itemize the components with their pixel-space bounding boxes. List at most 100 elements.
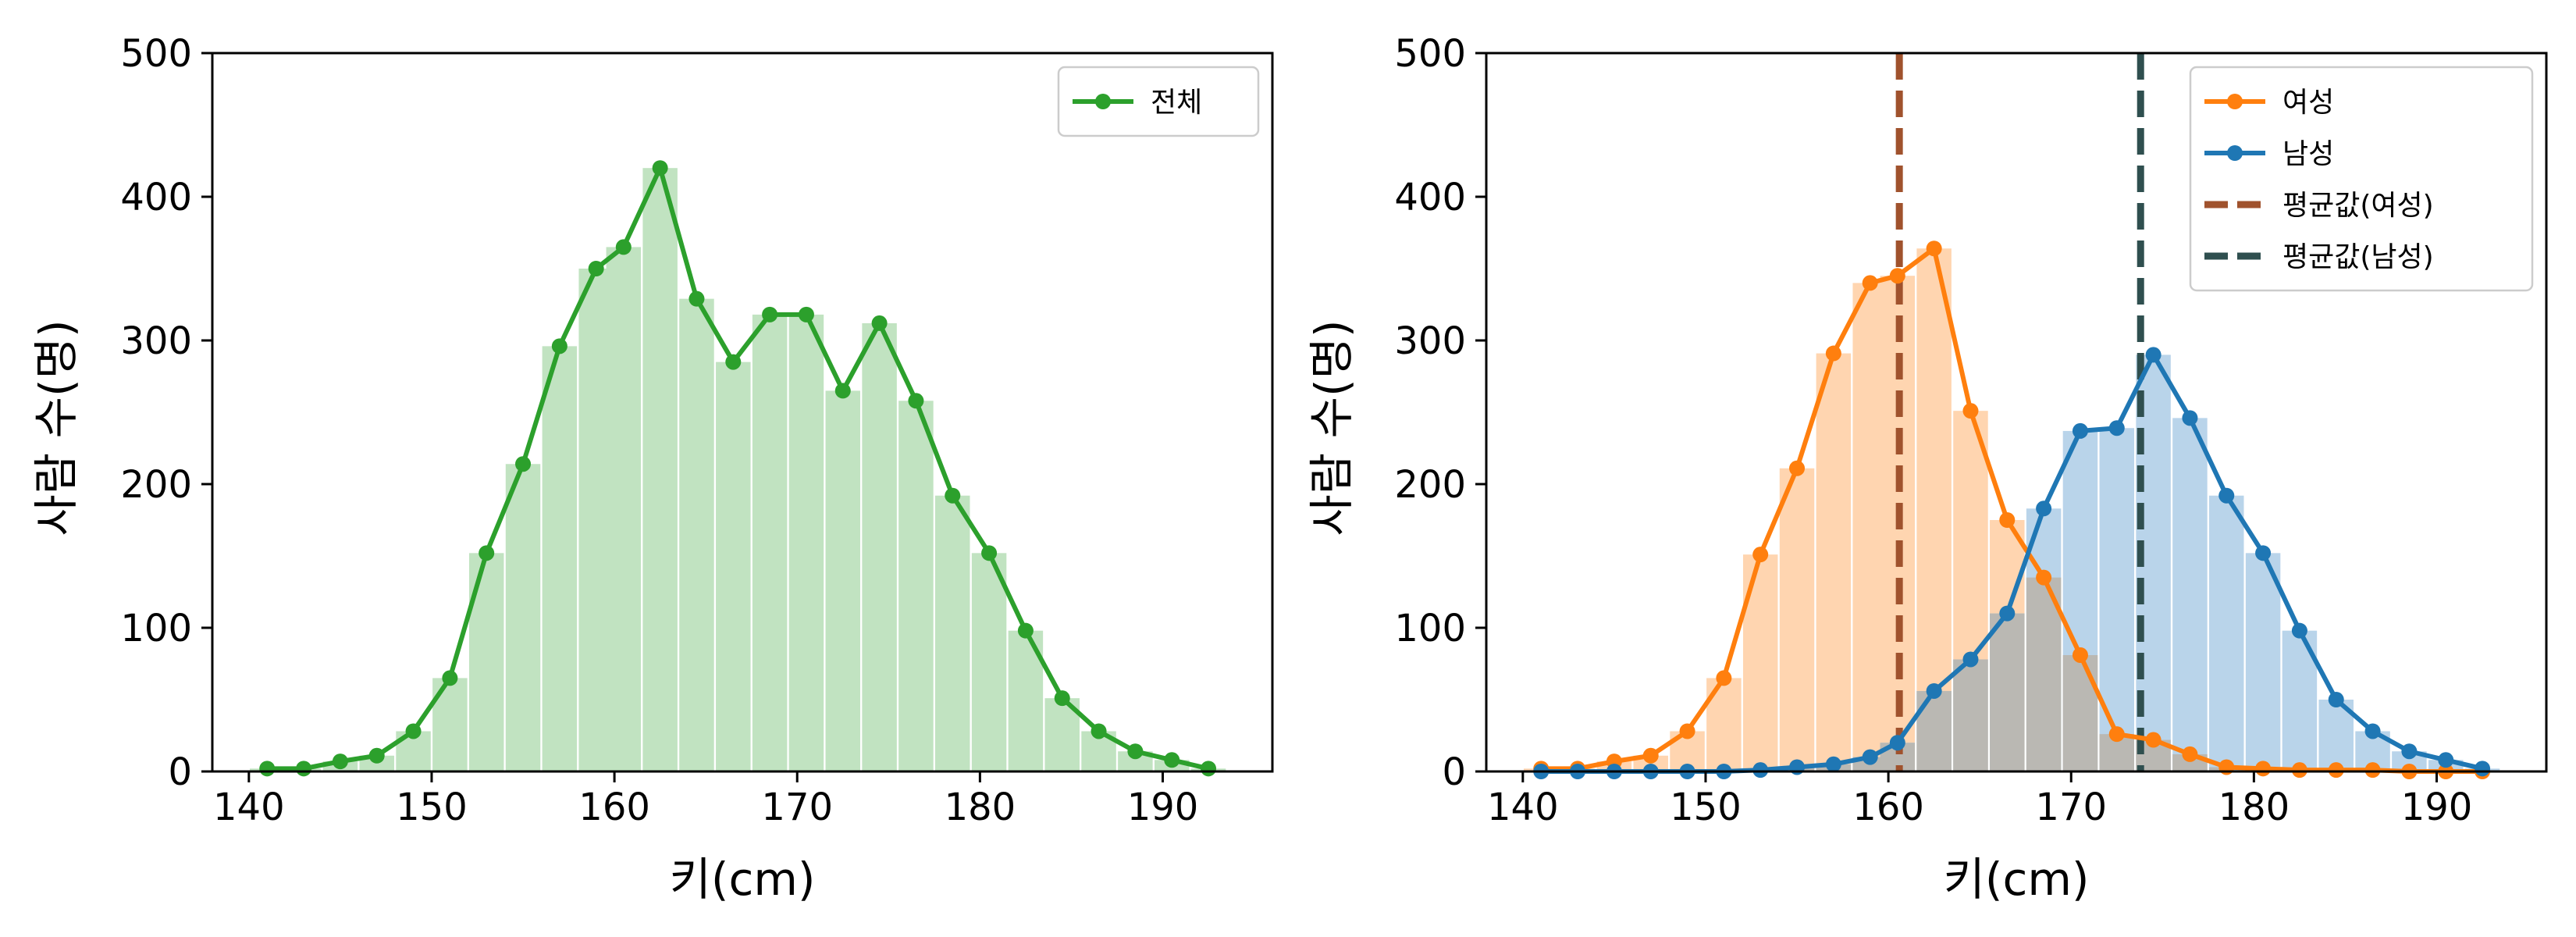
bar-남성-20 bbox=[2245, 553, 2281, 771]
x-tick-label-170: 170 bbox=[761, 786, 833, 829]
data-point-여성-10 bbox=[1889, 268, 1905, 284]
data-point-여성-15 bbox=[2072, 647, 2088, 663]
data-point-남성-15 bbox=[2072, 422, 2088, 439]
data-point-전체-26 bbox=[1201, 761, 1217, 777]
data-point-전체-25 bbox=[1164, 752, 1180, 768]
data-point-여성-16 bbox=[2108, 726, 2125, 743]
legend-label-전체: 전체 bbox=[1151, 87, 1202, 119]
x-tick-label-160: 160 bbox=[1852, 786, 1924, 829]
data-point-전체-19 bbox=[945, 487, 961, 504]
data-point-여성-22 bbox=[2328, 762, 2344, 778]
data-point-여성-17 bbox=[2145, 732, 2161, 748]
legend-label-평균값(여성): 평균값(여성) bbox=[2282, 190, 2434, 222]
bar-전체-10 bbox=[606, 247, 642, 771]
data-point-여성-7 bbox=[1789, 460, 1806, 476]
bar-overlap-12 bbox=[1953, 659, 1988, 771]
bars-group bbox=[1523, 248, 2500, 771]
bar-전체-12 bbox=[679, 298, 714, 771]
y-tick-label-400: 400 bbox=[1394, 176, 1466, 219]
bar-전체-20 bbox=[971, 553, 1007, 771]
data-point-남성-19 bbox=[2218, 487, 2235, 504]
data-point-남성-16 bbox=[2108, 420, 2125, 436]
data-point-여성-23 bbox=[2364, 762, 2381, 778]
bar-여성-3 bbox=[1633, 755, 1668, 771]
data-point-남성-26 bbox=[2475, 761, 2491, 777]
data-point-여성-14 bbox=[2036, 569, 2052, 586]
y-tick-label-0: 0 bbox=[168, 750, 192, 794]
data-point-남성-21 bbox=[2291, 622, 2307, 639]
y-tick-label-0: 0 bbox=[1442, 750, 1466, 794]
bar-overlap-13 bbox=[1990, 613, 2025, 771]
data-point-여성-21 bbox=[2291, 762, 2307, 778]
bar-여성-8 bbox=[1816, 353, 1852, 771]
data-point-남성-17 bbox=[2145, 347, 2161, 363]
legend: 전체 bbox=[1057, 66, 1260, 137]
x-tick-label-150: 150 bbox=[1670, 786, 1742, 829]
data-point-남성-20 bbox=[2255, 545, 2272, 561]
bar-전체-18 bbox=[898, 401, 934, 771]
data-point-여성-9 bbox=[1862, 275, 1878, 291]
data-point-전체-8 bbox=[551, 338, 568, 354]
chart-panel-2: 140 150 160 170 180 190 0 100 200 300 400 500 키(cm) 사… bbox=[1305, 32, 2548, 906]
bar-전체-15 bbox=[788, 314, 824, 771]
data-point-남성-23 bbox=[2364, 723, 2381, 739]
bar-전체-3 bbox=[359, 755, 394, 771]
data-point-여성-5 bbox=[1716, 670, 1732, 686]
bar-전체-11 bbox=[642, 168, 678, 771]
data-point-남성-10 bbox=[1889, 735, 1905, 751]
data-point-남성-25 bbox=[2438, 752, 2454, 768]
data-point-여성-4 bbox=[1679, 723, 1695, 739]
data-point-전체-15 bbox=[798, 306, 814, 322]
data-point-여성-8 bbox=[1825, 345, 1841, 362]
bar-전체-19 bbox=[935, 495, 970, 771]
data-point-전체-2 bbox=[332, 754, 348, 770]
y-tick-label-200: 200 bbox=[120, 463, 192, 507]
data-point-여성-20 bbox=[2255, 761, 2272, 777]
data-point-전체-12 bbox=[688, 290, 705, 307]
data-point-남성-12 bbox=[1962, 651, 1979, 668]
data-point-전체-23 bbox=[1091, 723, 1107, 739]
data-point-여성-3 bbox=[1642, 747, 1659, 764]
legend-marker-전체 bbox=[1095, 94, 1111, 109]
x-axis-label: 키(cm) bbox=[669, 853, 815, 906]
data-point-전체-24 bbox=[1127, 743, 1144, 760]
data-point-남성-22 bbox=[2328, 692, 2344, 707]
data-point-전체-11 bbox=[652, 160, 668, 176]
y-tick-label-300: 300 bbox=[120, 319, 192, 363]
legend-box bbox=[1057, 66, 1260, 137]
bar-전체-16 bbox=[825, 390, 861, 771]
data-point-남성-24 bbox=[2401, 743, 2418, 760]
bar-남성-19 bbox=[2209, 495, 2244, 771]
y-tick-label-100: 100 bbox=[120, 607, 192, 650]
data-point-남성-8 bbox=[1825, 756, 1841, 772]
bar-전체-13 bbox=[716, 362, 751, 772]
y-tick-label-300: 300 bbox=[1394, 319, 1466, 363]
y-tick-label-400: 400 bbox=[120, 176, 192, 219]
data-point-전체-4 bbox=[405, 723, 422, 739]
data-point-전체-21 bbox=[1017, 622, 1034, 639]
data-point-여성-13 bbox=[1999, 512, 2016, 528]
data-point-여성-12 bbox=[1962, 403, 1979, 419]
bars-group bbox=[249, 168, 1226, 772]
x-tick-label-180: 180 bbox=[2218, 786, 2290, 829]
data-point-전체-7 bbox=[515, 456, 532, 472]
bar-전체-17 bbox=[862, 322, 897, 771]
data-point-전체-20 bbox=[981, 545, 998, 561]
data-point-남성-14 bbox=[2036, 501, 2052, 517]
y-tick-label-500: 500 bbox=[120, 32, 192, 76]
chart-panel-1: 140 150 160 170 180 190 0 100 200 300 400 500 키(cm) 사… bbox=[30, 32, 1274, 906]
bar-overlap-15 bbox=[2062, 654, 2098, 771]
data-point-전체-10 bbox=[615, 239, 632, 255]
x-tick-label-170: 170 bbox=[2035, 786, 2107, 829]
data-point-전체-16 bbox=[834, 383, 851, 399]
data-point-전체-14 bbox=[762, 306, 778, 322]
data-point-전체-0 bbox=[259, 761, 276, 777]
bar-overlap-14 bbox=[2026, 577, 2062, 771]
bar-남성-18 bbox=[2172, 418, 2208, 771]
data-point-남성-13 bbox=[1999, 605, 2016, 622]
data-point-여성-11 bbox=[1926, 240, 1942, 257]
x-axis-label: 키(cm) bbox=[1943, 853, 2089, 906]
bar-전체-8 bbox=[542, 346, 578, 771]
